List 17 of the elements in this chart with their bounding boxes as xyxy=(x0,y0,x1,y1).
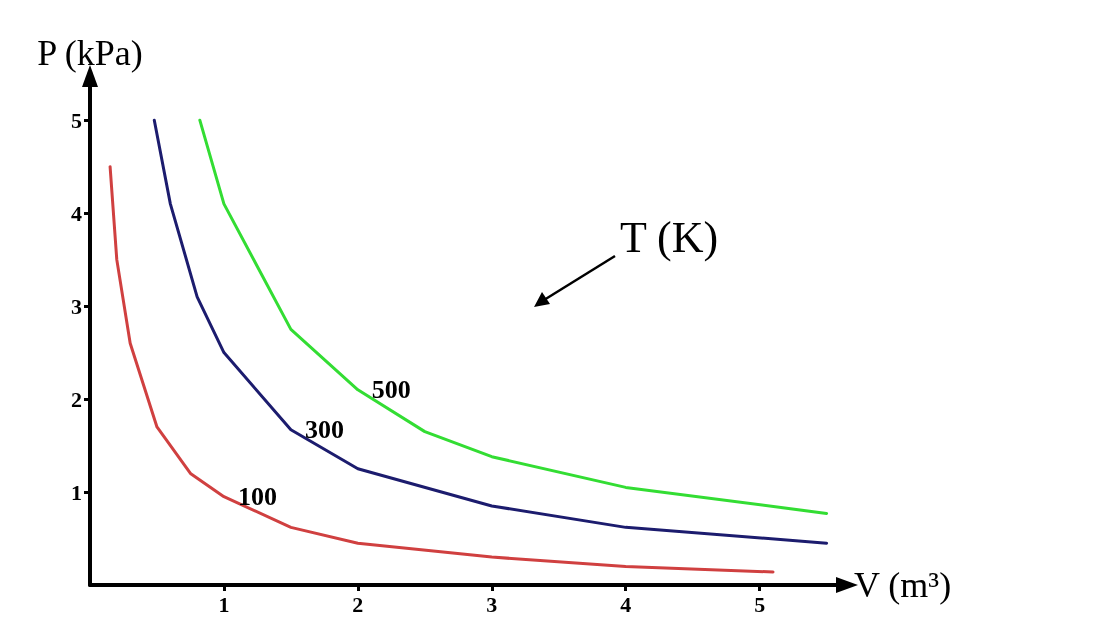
series-label: 300 xyxy=(304,415,344,445)
series-label: 500 xyxy=(371,375,411,405)
x-axis-title: V (m³) xyxy=(854,565,952,605)
y-tick-label: 5 xyxy=(71,107,82,133)
x-tick-label: 3 xyxy=(486,591,498,617)
x-tick-label: 1 xyxy=(218,591,230,617)
y-tick-label: 4 xyxy=(71,200,82,226)
series-label: 100 xyxy=(237,482,277,512)
x-tick-label: 2 xyxy=(352,591,364,617)
y-tick-label: 1 xyxy=(71,479,82,505)
y-tick-label: 2 xyxy=(71,386,82,412)
x-tick-label: 5 xyxy=(754,591,766,617)
y-axis-title: P (kPa) xyxy=(37,33,143,73)
x-tick-label: 4 xyxy=(620,591,632,617)
y-tick-label: 3 xyxy=(71,293,82,319)
annotation: T (K) xyxy=(620,212,719,262)
line-series xyxy=(108,165,775,574)
